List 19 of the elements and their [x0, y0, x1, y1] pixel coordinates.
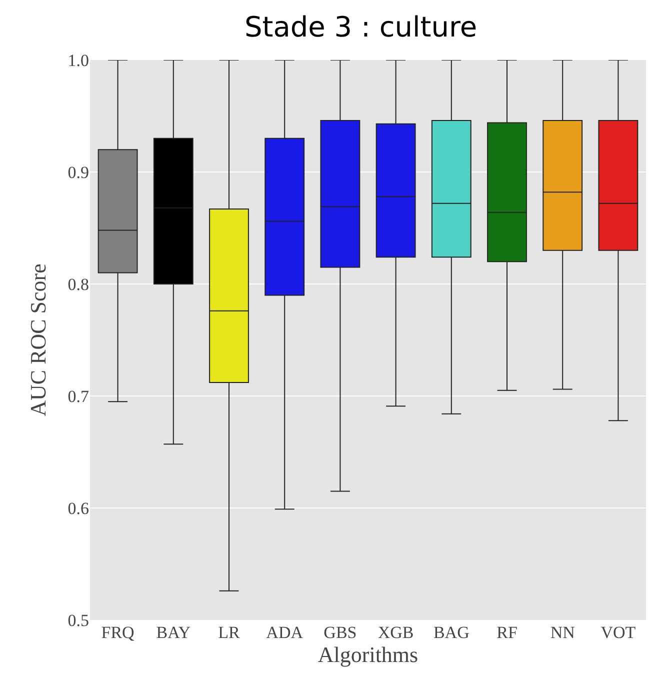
y-tick-label: 0.9: [68, 162, 89, 182]
x-tick-label: XGB: [378, 623, 414, 642]
x-tick-label: RF: [496, 623, 518, 642]
y-tick-label: 0.6: [68, 498, 89, 518]
x-tick-label: BAY: [156, 623, 191, 642]
y-tick-label: 0.8: [68, 274, 89, 294]
chart-title: Stade 3 : culture: [244, 10, 478, 44]
x-axis-title: Algorithms: [318, 642, 418, 667]
y-tick-label: 1.0: [68, 50, 89, 70]
x-tick-label: GBS: [324, 623, 357, 642]
y-tick-label: 0.5: [68, 610, 89, 630]
x-tick-label: VOT: [600, 623, 636, 642]
x-tick-label: BAG: [433, 623, 470, 642]
x-tick-label: FRQ: [101, 623, 134, 642]
x-tick-label: NN: [550, 623, 575, 642]
y-tick-label: 0.7: [68, 386, 90, 406]
x-tick-label: LR: [218, 623, 241, 642]
y-axis-title: AUC ROC Score: [26, 264, 51, 416]
x-tick-label: ADA: [266, 623, 304, 642]
